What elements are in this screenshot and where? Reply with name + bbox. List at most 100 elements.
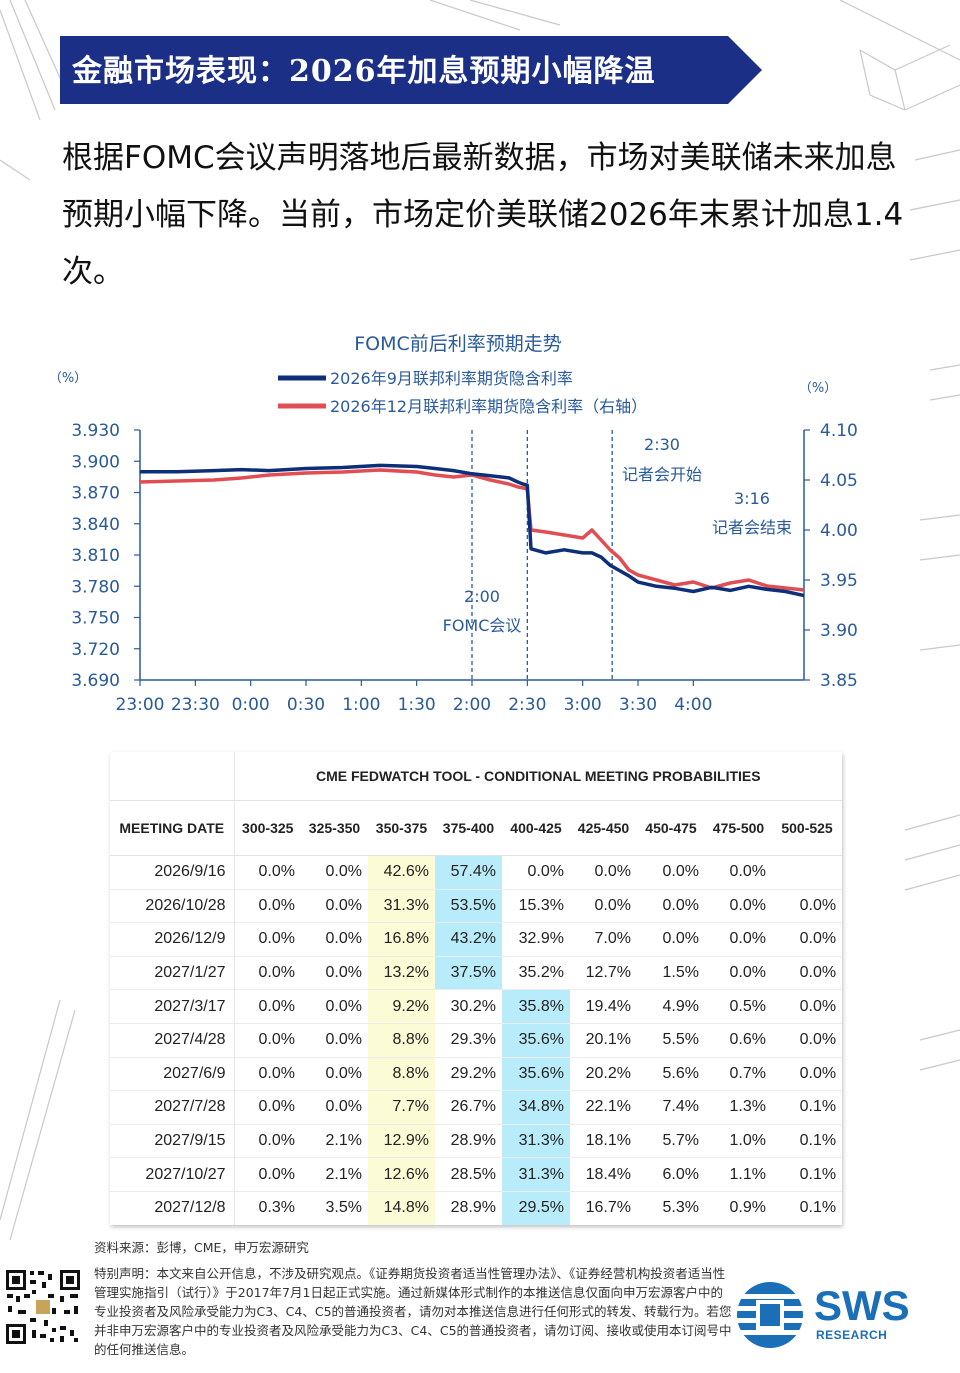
- cell-probability: 35.8%: [502, 989, 570, 1024]
- x-tick-label: 23:00: [116, 695, 165, 715]
- cell-probability: 37.5%: [435, 955, 502, 990]
- cell-meeting-date: 2027/10/27: [110, 1157, 235, 1192]
- header-range-475-500: 475-500: [705, 800, 772, 856]
- y-right-tick-label: 3.90: [820, 621, 858, 641]
- cell-probability: 0.0%: [637, 888, 705, 923]
- table-row: 2027/3/17 0.0% 0.0% 9.2% 30.2% 35.8% 19.4% 4.9%…: [110, 989, 843, 1024]
- cell-probability: 16.8%: [368, 922, 435, 957]
- y-left-tick-label: 3.690: [71, 671, 120, 691]
- header-range-375-400: 375-400: [435, 800, 502, 856]
- cell-probability: 31.3%: [502, 1157, 570, 1192]
- y-left-unit: （%）: [49, 371, 87, 386]
- cell-probability: 0.5%: [705, 989, 772, 1024]
- cell-probability: 15.3%: [502, 888, 570, 923]
- intro-paragraph: 根据FOMC会议声明落地后最新数据，市场对美联储未来加息预期小幅下降。当前，市场…: [62, 140, 904, 290]
- cell-meeting-date: 2027/6/9: [110, 1056, 235, 1091]
- logo-name: SWS: [814, 1282, 910, 1329]
- table-header-row: MEETING DATE 300-325 325-350 350-375 375-400…: [110, 800, 843, 856]
- cell-probability: 0.3%: [234, 1190, 301, 1225]
- cell-probability: 1.0%: [705, 1123, 772, 1158]
- y-left-tick-label: 3.720: [71, 640, 120, 660]
- table-row: 2026/10/28 0.0% 0.0% 31.3% 53.5% 15.3% 0.0% 0.0…: [110, 888, 843, 923]
- disclaimer-text: 特别声明：本文来自公开信息，不涉及研究观点。《证券期货投资者适当性管理办法》、《…: [94, 1266, 732, 1357]
- annotation-time-3: 3:16: [734, 489, 770, 508]
- y-right-tick-label: 3.95: [820, 571, 858, 591]
- cell-probability: 0.0%: [570, 888, 637, 923]
- y-left-tick-label: 3.870: [71, 484, 120, 504]
- cell-probability: 0.0%: [772, 989, 843, 1024]
- cell-probability: 20.1%: [570, 1022, 637, 1058]
- cell-probability: 20.2%: [570, 1056, 637, 1091]
- cell-probability: 0.0%: [301, 1022, 368, 1058]
- cell-probability: 0.0%: [570, 855, 637, 890]
- cell-probability: 0.0%: [234, 922, 301, 957]
- cell-probability: 0.0%: [502, 855, 570, 890]
- table-row: 2027/1/27 0.0% 0.0% 13.2% 37.5% 35.2% 12.7% 1.5…: [110, 955, 843, 990]
- cell-probability: 43.2%: [435, 922, 502, 957]
- cell-probability: 18.4%: [570, 1157, 637, 1192]
- cell-probability: 3.5%: [301, 1190, 368, 1225]
- cell-probability: 0.1%: [772, 1123, 843, 1158]
- cell-probability: 28.5%: [435, 1157, 502, 1192]
- table-row: 2027/4/28 0.0% 0.0% 8.8% 29.3% 35.6% 20.1% 5.5%…: [110, 1022, 843, 1058]
- rate-expectation-chart: FOMC前后利率预期走势 （%） （%） 2026年9月联邦利率期货隐含利率 2026年…: [49, 333, 858, 715]
- cell-probability: 29.3%: [435, 1022, 502, 1058]
- series-line-2: [139, 468, 805, 592]
- cell-probability: 28.9%: [435, 1123, 502, 1158]
- cell-meeting-date: 2027/12/8: [110, 1190, 235, 1225]
- cell-probability: 0.0%: [705, 888, 772, 923]
- banner-arrow-shape: [60, 36, 762, 104]
- cell-meeting-date: 2027/7/28: [110, 1090, 235, 1125]
- x-tick-label: 2:00: [453, 695, 491, 715]
- cell-probability: 26.7%: [435, 1090, 502, 1125]
- cell-probability: 0.0%: [234, 1123, 301, 1158]
- cell-probability: 7.7%: [368, 1090, 435, 1125]
- legend-label-2: 2026年12月联邦利率期货隐含利率（右轴）: [330, 397, 647, 416]
- fedwatch-table: CME FEDWATCH TOOL - CONDITIONAL MEETING …: [110, 752, 843, 1225]
- header-range-400-425: 400-425: [502, 800, 570, 856]
- y-left-tick-label: 3.840: [71, 515, 120, 535]
- table-row: 2027/6/9 0.0% 0.0% 8.8% 29.2% 35.6% 20.2% 5.6% 0…: [110, 1056, 843, 1091]
- qr-code-icon: [4, 1268, 82, 1346]
- cell-probability: [772, 855, 843, 890]
- y-left-tick-label: 3.810: [71, 546, 120, 566]
- annotation-label-3: 记者会结束: [712, 518, 792, 537]
- cell-probability: 0.0%: [301, 855, 368, 890]
- cell-probability: 0.0%: [772, 922, 843, 957]
- cell-probability: 0.1%: [772, 1157, 843, 1192]
- cell-probability: 0.0%: [705, 955, 772, 990]
- cell-probability: 0.0%: [301, 922, 368, 957]
- cell-probability: 0.0%: [772, 1022, 843, 1058]
- cell-probability: 57.4%: [435, 855, 502, 890]
- cell-probability: 0.0%: [705, 855, 772, 890]
- sws-logo: SWS RESEARCH: [734, 1280, 934, 1350]
- x-tick-label: 0:00: [232, 695, 270, 715]
- cell-probability: 2.1%: [301, 1157, 368, 1192]
- cell-probability: 42.6%: [368, 855, 435, 890]
- cell-probability: 29.2%: [435, 1056, 502, 1091]
- banner-title: 金融市场表现：2026年加息预期小幅降温: [72, 54, 656, 89]
- cell-probability: 14.8%: [368, 1190, 435, 1225]
- cell-probability: 0.0%: [234, 888, 301, 923]
- cell-probability: 4.9%: [637, 989, 705, 1024]
- cell-probability: 5.5%: [637, 1022, 705, 1058]
- cell-probability: 53.5%: [435, 888, 502, 923]
- annotation-time-1: 2:00: [464, 587, 500, 606]
- y-left-tick-label: 3.780: [71, 577, 120, 597]
- header-range-325-350: 325-350: [301, 800, 368, 856]
- cell-meeting-date: 2026/10/28: [110, 888, 235, 923]
- cell-probability: 13.2%: [368, 955, 435, 990]
- table-body: 2026/9/16 0.0% 0.0% 42.6% 57.4% 0.0% 0.0% 0.0% 0…: [110, 855, 843, 1225]
- x-tick-label: 2:30: [508, 695, 546, 715]
- cell-probability: 35.6%: [502, 1056, 570, 1091]
- cell-probability: 1.1%: [705, 1157, 772, 1192]
- y-right-unit: （%）: [799, 381, 837, 396]
- y-left-tick-label: 3.900: [71, 452, 120, 472]
- table-row: 2026/12/9 0.0% 0.0% 16.8% 43.2% 32.9% 7.0% 0.0%…: [110, 922, 843, 957]
- x-tick-label: 1:00: [342, 695, 380, 715]
- cell-probability: 31.3%: [368, 888, 435, 923]
- x-tick-label: 4:00: [674, 695, 712, 715]
- fedwatch-table-container: CME FEDWATCH TOOL - CONDITIONAL MEETING …: [110, 752, 843, 1225]
- table-row: 2027/10/27 0.0% 2.1% 12.6% 28.5% 31.3% 18.4% 6.…: [110, 1157, 843, 1192]
